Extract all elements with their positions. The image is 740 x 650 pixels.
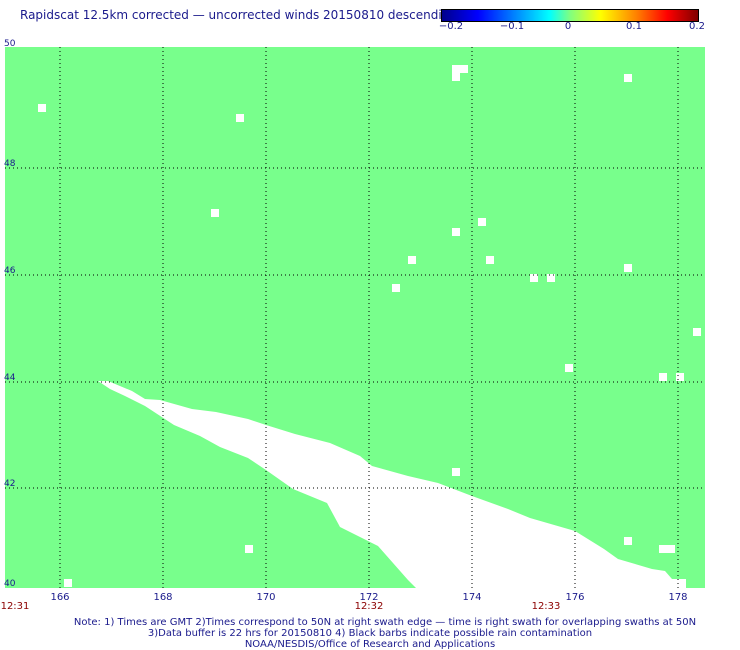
- no-data-cells: [38, 65, 701, 587]
- lat-label: 42: [4, 479, 16, 489]
- lon-label: 168: [153, 592, 173, 603]
- lat-label: 44: [4, 373, 16, 383]
- time-label: 12:33: [531, 601, 561, 612]
- footnote-line-2: 3)Data buffer is 22 hrs for 20150810 4) …: [147, 628, 593, 639]
- time-label: 12:32: [354, 601, 384, 612]
- colorbar-tick: −0.1: [499, 21, 525, 32]
- no-data-region: [98, 381, 686, 588]
- lon-label: 174: [462, 592, 482, 603]
- map-grid: [5, 47, 705, 588]
- colorbar-tick: 0: [564, 21, 572, 32]
- footnote-credit: NOAA/NESDIS/Office of Research and Appli…: [244, 639, 496, 650]
- lon-label: 170: [256, 592, 276, 603]
- lon-label: 176: [565, 592, 585, 603]
- lon-label: 172: [359, 592, 379, 603]
- lon-label: 166: [50, 592, 70, 603]
- colorbar-tick: 0.2: [689, 21, 705, 32]
- lat-label: 46: [4, 266, 16, 276]
- map-title: Rapidscat 12.5km corrected — uncorrected…: [20, 8, 457, 22]
- colorbar: [441, 9, 699, 22]
- lon-label: 178: [668, 592, 688, 603]
- colorbar-tick: −0.2: [438, 21, 464, 32]
- lat-label: 48: [4, 159, 16, 169]
- time-label: 12:31: [0, 601, 30, 612]
- footnote-line-1: Note: 1) Times are GMT 2)Times correspon…: [73, 617, 697, 628]
- lat-label: 50: [4, 39, 16, 49]
- lat-label: 40: [4, 579, 16, 589]
- colorbar-tick: 0.1: [626, 21, 642, 32]
